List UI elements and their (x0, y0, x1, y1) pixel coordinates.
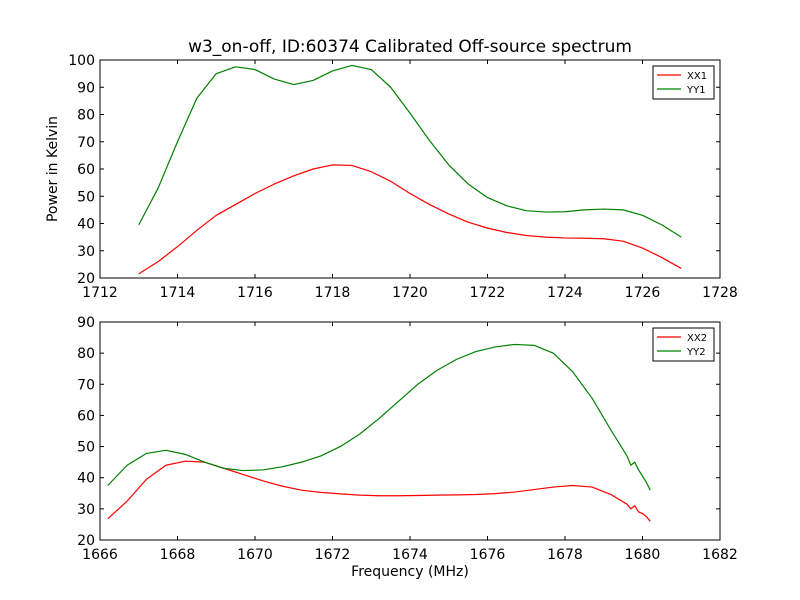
top-y-tick-label: 40 (77, 217, 95, 233)
bottom-y-tick-label: 30 (77, 502, 95, 518)
bottom-x-tick-label: 1680 (625, 547, 661, 563)
bottom-x-tick-label: 1674 (392, 547, 428, 563)
top-y-tick-label: 60 (77, 162, 95, 178)
top-x-tick-label: 1714 (160, 285, 196, 301)
bottom-y-tick-label: 50 (77, 440, 95, 456)
bottom-x-tick-label: 1676 (470, 547, 506, 563)
top-y-tick-label: 50 (77, 189, 95, 205)
top-y-tick-label: 90 (77, 80, 95, 96)
bottom-x-tick-label: 1672 (315, 547, 351, 563)
top-x-tick-label: 1722 (470, 285, 506, 301)
top-y-tick-label: 70 (77, 135, 95, 151)
chart-title: w3_on-off, ID:60374 Calibrated Off-sourc… (188, 37, 632, 57)
top-y-tick-label: 100 (68, 53, 95, 69)
bottom-y-tick-label: 20 (77, 533, 95, 549)
top-series-line-yy1 (138, 64, 682, 238)
bottom-legend-label-xx2: XX2 (687, 333, 707, 344)
top-legend-label-yy1: YY1 (686, 85, 706, 96)
bottom-x-tick-label: 1678 (547, 547, 583, 563)
top-legend-box (652, 65, 715, 100)
bottom-y-tick-label: 80 (77, 346, 95, 362)
top-y-tick-label: 30 (77, 244, 95, 260)
top-y-tick-label: 20 (77, 271, 95, 287)
bottom-legend-box (652, 327, 715, 362)
top-legend-label-xx1: XX1 (687, 71, 707, 82)
bottom-y-tick-label: 90 (77, 315, 95, 331)
bottom-y-tick-label: 70 (77, 377, 95, 393)
top-series-line-xx1 (138, 164, 682, 275)
bottom-y-tick-label: 60 (77, 408, 95, 424)
y-axis-label: Power in Kelvin (45, 116, 61, 222)
bottom-x-tick-label: 1670 (237, 547, 273, 563)
bottom-legend-label-yy2: YY2 (686, 347, 706, 358)
top-x-tick-label: 1724 (547, 285, 583, 301)
top-y-tick-label: 80 (77, 108, 95, 124)
top-x-tick-label: 1716 (237, 285, 273, 301)
bottom-y-tick-label: 40 (77, 471, 95, 487)
bottom-x-tick-label: 1682 (702, 547, 738, 563)
x-axis-label: Frequency (MHz) (351, 564, 469, 580)
top-x-tick-label: 1720 (392, 285, 428, 301)
top-x-tick-label: 1718 (315, 285, 351, 301)
top-x-tick-label: 1728 (702, 285, 738, 301)
top-plot: 1712 1714 1716 1718 1720 1722 1724 1726 1728 20 30… (68, 53, 738, 301)
bottom-x-tick-label: 1668 (160, 547, 196, 563)
top-x-tick-label: 1726 (625, 285, 661, 301)
bottom-plot: 1666 1668 1670 1672 1674 1676 1678 1680 1682 20 30… (77, 315, 738, 563)
bottom-series-line-yy2 (107, 343, 651, 491)
top-x-tick-label: 1712 (82, 285, 118, 301)
bottom-x-tick-label: 1666 (82, 547, 118, 563)
